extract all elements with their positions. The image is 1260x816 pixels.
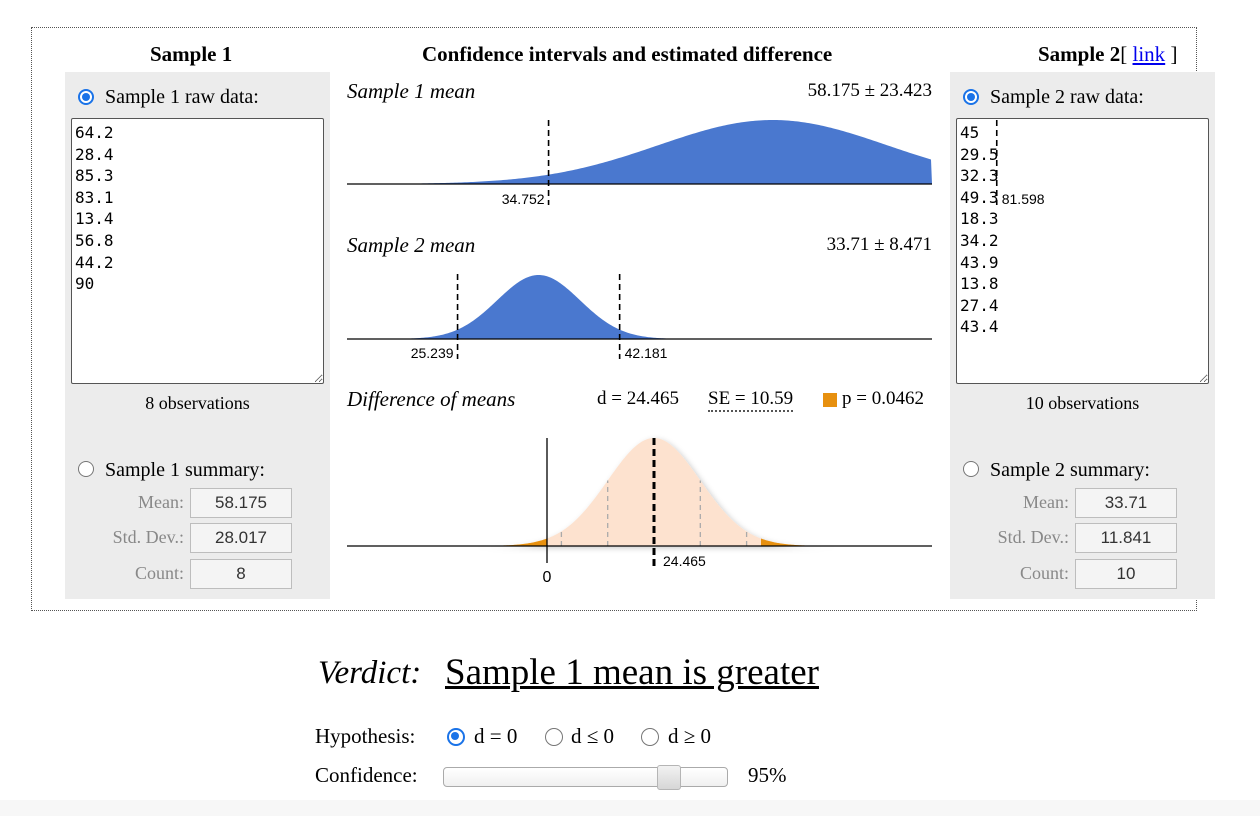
hypothesis-radio-le[interactable] — [545, 728, 563, 746]
sample2-observations: 10 observations — [1025, 393, 1140, 413]
p-value-stat: p = 0.0462 — [842, 388, 924, 409]
sample2-raw-label: Sample 2 raw data: — [990, 86, 1144, 108]
sample1-observations: 8 observations — [145, 393, 250, 413]
sample1-mean-stat: 58.175 ± 23.423 — [807, 80, 932, 101]
confidence-slider-track[interactable] — [443, 767, 728, 787]
sample1-ci-lower-label: 34.752 — [502, 191, 545, 207]
sample1-count-label: Count: — [134, 563, 184, 583]
hypothesis-option-ge[interactable]: d ≥ 0 — [668, 724, 712, 748]
difference-right-tail — [761, 538, 932, 546]
center-title: Confidence intervals and estimated diffe… — [422, 42, 833, 66]
sample1-ci-upper-label: 81.598 — [1002, 191, 1045, 207]
sample2-count-label: Count: — [1019, 563, 1069, 583]
hypothesis-radio-eq[interactable] — [447, 728, 465, 746]
difference-estimate-label: 24.465 — [663, 553, 706, 569]
link-close-bracket: ] — [1170, 42, 1178, 66]
sample2-std-label: Std. Dev.: — [997, 527, 1069, 547]
sample2-raw-radio[interactable] — [963, 89, 979, 105]
sample2-count-field[interactable]: 10 — [1075, 559, 1177, 589]
difference-heading: Difference of means — [347, 387, 516, 411]
confidence-label: Confidence: — [315, 763, 418, 787]
sample1-std-label: Std. Dev.: — [112, 527, 184, 547]
difference-left-tail — [347, 538, 547, 546]
verdict-text: Sample 1 mean is greater — [445, 652, 819, 693]
difference-sd-lines — [560, 480, 748, 546]
verdict-label: Verdict: — [318, 655, 422, 691]
sample2-mean-field[interactable]: 33.71 — [1075, 488, 1177, 518]
sample2-title-row: Sample 2[ link ] — [1038, 42, 1177, 67]
difference-distribution — [347, 438, 932, 546]
sample2-ci-upper-label: 42.181 — [625, 345, 668, 361]
sample2-title: Sample 2 — [1038, 42, 1121, 66]
sample2-summary-label: Sample 2 summary: — [990, 459, 1150, 481]
sample2-mean-distribution — [347, 275, 932, 339]
sample1-summary-radio[interactable] — [78, 461, 94, 477]
difference-se-stat[interactable]: SE = 10.59 — [708, 388, 794, 412]
confidence-value: 95% — [748, 763, 787, 787]
sample1-raw-input[interactable]: 64.2 28.4 85.3 83.1 13.4 56.8 44.2 90 — [71, 118, 324, 384]
sample1-mean-field[interactable]: 58.175 — [190, 488, 292, 518]
sample1-count-field[interactable]: 8 — [190, 559, 292, 589]
hypothesis-option-eq[interactable]: d = 0 — [474, 724, 518, 748]
difference-zero-label: 0 — [543, 569, 552, 586]
sample1-mean-label: Mean: — [138, 492, 184, 512]
sample2-std-field[interactable]: 11.841 — [1075, 523, 1177, 553]
permalink-link[interactable]: link — [1132, 42, 1166, 66]
page-footer-strip — [0, 800, 1260, 816]
hypothesis-label: Hypothesis: — [315, 724, 416, 748]
sample1-mean-distribution — [347, 120, 932, 184]
link-open-bracket: [ — [1120, 42, 1128, 66]
p-value-swatch — [823, 393, 837, 407]
sample2-summary-radio[interactable] — [963, 461, 979, 477]
sample1-raw-label: Sample 1 raw data: — [105, 86, 259, 108]
hypothesis-radio-ge[interactable] — [641, 728, 659, 746]
sample2-mean-heading: Sample 2 mean — [347, 233, 476, 257]
sample2-ci-lower-label: 25.239 — [411, 345, 454, 361]
hypothesis-option-le[interactable]: d ≤ 0 — [571, 724, 615, 748]
sample2-raw-input[interactable]: 45 29.5 32.3 49.3 18.3 34.2 43.9 13.8 27… — [956, 118, 1209, 384]
sample1-std-field[interactable]: 28.017 — [190, 523, 292, 553]
sample1-summary-label: Sample 1 summary: — [105, 459, 265, 481]
sample2-mean-stat: 33.71 ± 8.471 — [826, 234, 932, 255]
difference-d-stat: d = 24.465 — [597, 388, 679, 409]
confidence-slider-thumb[interactable] — [657, 765, 681, 790]
sample1-mean-heading: Sample 1 mean — [347, 79, 476, 103]
sample1-raw-radio[interactable] — [78, 89, 94, 105]
sample1-title: Sample 1 — [150, 42, 233, 66]
sample2-mean-label: Mean: — [1023, 492, 1069, 512]
